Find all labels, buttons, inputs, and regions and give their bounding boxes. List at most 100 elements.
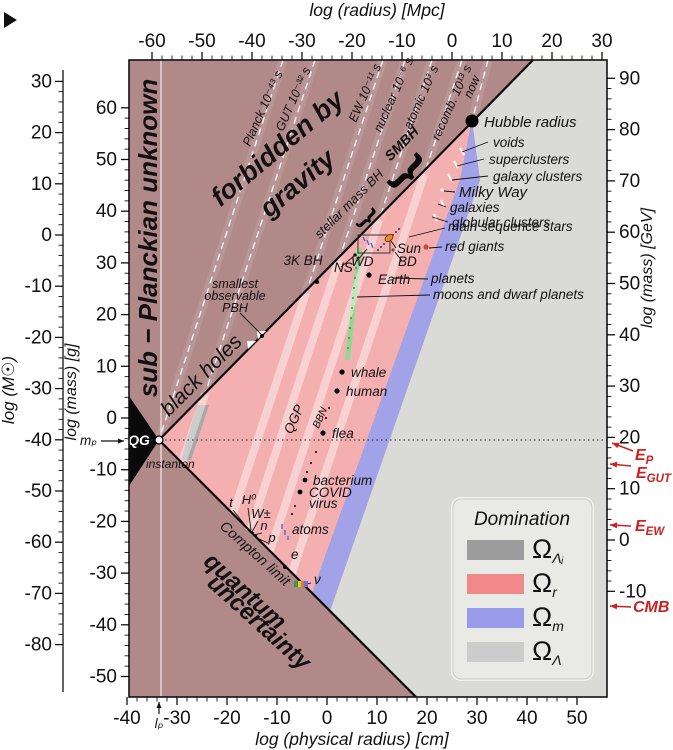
- right-gev-axis-tick-label--10: -10: [619, 581, 646, 602]
- label-3k-bh: 3K BH: [283, 253, 322, 268]
- label-voids: voids: [493, 135, 525, 150]
- planck-length-arrow-head: [156, 702, 162, 708]
- galaxy-speck-0: [459, 147, 465, 156]
- right-gev-axis-tick-label-40: 40: [619, 325, 640, 346]
- data-dot-20: [306, 471, 308, 473]
- data-dot-10: [423, 244, 429, 250]
- top-axis-tick-label-0: 0: [447, 31, 458, 52]
- neutrino-patch-3: [304, 581, 308, 587]
- outer-msun-axis-tick-label-0: 0: [41, 225, 52, 246]
- outer-msun-axis-tick-label--80: -80: [25, 635, 52, 656]
- label-sub-planckian-unknown: sub − Planckian unknown: [133, 79, 163, 398]
- data-dot-14: [251, 531, 255, 535]
- epoch-line-ew-10-s: [305, 59, 384, 294]
- data-dot-13: [248, 529, 252, 533]
- pointer-line-3: [443, 190, 456, 193]
- compton-limit-line: [158, 439, 417, 698]
- epoch-line-recomb-10-s: [423, 59, 463, 176]
- pointer-line-4: [437, 203, 447, 208]
- top-axis-title: log (radius) [Mpc]: [309, 0, 445, 20]
- label-smallest: smallest: [212, 277, 258, 291]
- pointer-line-8: [392, 277, 429, 280]
- label-galaxy-clusters: galaxy clusters: [493, 169, 583, 184]
- band-moons-dwarf-planets: [345, 248, 362, 360]
- legend-title: Domination: [474, 509, 570, 530]
- galaxy-speck-2: [447, 173, 453, 182]
- bottom-axis-tick-label-30: 30: [466, 708, 487, 729]
- pointer-line-11: [390, 240, 397, 249]
- top-axis-tick-label--10: -10: [388, 31, 415, 52]
- region-instanton-bowtie: [129, 396, 159, 486]
- label-milky-way: Milky Way: [459, 184, 529, 201]
- data-dot-19: [310, 462, 312, 464]
- legend-swatch-omega-r: [467, 574, 524, 594]
- arrowhead-cmb: [610, 603, 618, 610]
- right-gev-axis-tick-label-90: 90: [619, 68, 640, 89]
- bottom-axis-title: log (physical radius) [cm]: [255, 729, 450, 749]
- data-dot-17: [325, 417, 327, 419]
- data-dot-15: [254, 534, 258, 538]
- data-dot-12: [353, 253, 357, 257]
- data-dot-6: [320, 430, 326, 436]
- pointer-line-15: [232, 509, 250, 531]
- data-dot-31: [354, 277, 356, 279]
- legend-swatch-omega-el: [467, 540, 524, 560]
- right-gev-axis-tick-label-60: 60: [619, 222, 640, 243]
- region-omega-lambda-i: [181, 405, 209, 460]
- blue-dash-3: [366, 239, 370, 246]
- epoch-line-now: [471, 59, 489, 122]
- label-superclusters: superclusters: [489, 152, 570, 167]
- neutrino-patch-0: [294, 581, 298, 587]
- right-gev-axis-tick-label-0: 0: [619, 530, 630, 551]
- arrowhead-egut: [610, 461, 618, 468]
- pale-stripe-0: [178, 392, 209, 465]
- left-gram-axis-tick-label-30: 30: [96, 253, 117, 274]
- data-dot-34: [351, 307, 353, 309]
- label-covid: COVID: [309, 485, 352, 500]
- compact-objects-box: [357, 234, 391, 254]
- data-dot-7: [302, 477, 308, 483]
- pointer-line-5: [431, 216, 449, 223]
- region-omega-m-matter: [312, 120, 480, 611]
- data-dot-35: [350, 317, 352, 319]
- outer-msun-axis-tick-label--50: -50: [25, 481, 52, 502]
- outer-msun-axis-tick-label--20: -20: [25, 327, 52, 348]
- label-earth: Earth: [378, 272, 410, 287]
- pointer-line-18: [253, 532, 263, 536]
- right-gev-axis-tick-label-20: 20: [619, 427, 640, 448]
- qg-point: [154, 435, 164, 445]
- pale-stripe-2: [246, 258, 343, 533]
- top-axis-tick-label--30: -30: [288, 31, 315, 52]
- left-gram-axis-tick-label--40: -40: [90, 615, 117, 636]
- pointer-line-1: [456, 158, 485, 167]
- label-qg: QG: [128, 432, 150, 448]
- pointer-line-13: [356, 248, 368, 262]
- left-gram-axis-tick-label-40: 40: [96, 201, 117, 222]
- label-instanton: instanton: [146, 457, 195, 471]
- neutrino-patch-2: [301, 581, 304, 587]
- sun-dot: [384, 233, 394, 243]
- bottom-axis-tick-label--20: -20: [213, 708, 240, 729]
- left-gram-axis-tick-label-60: 60: [96, 98, 117, 119]
- label-human: human: [346, 384, 387, 399]
- data-dot-32: [353, 287, 355, 289]
- top-axis-tick-label-10: 10: [491, 31, 512, 52]
- right-gev-axis-tick-label-10: 10: [619, 479, 640, 500]
- label-sun: Sun: [397, 241, 421, 256]
- energy-label-cmb: CMB: [633, 599, 669, 616]
- blue-dash-4: [370, 242, 374, 249]
- pointer-line-6: [408, 227, 446, 238]
- bottom-axis-tick-label--30: -30: [163, 708, 190, 729]
- outer-msun-axis-tick-label-30: 30: [31, 71, 52, 92]
- pointer-line-9: [356, 294, 431, 298]
- left-gram-axis-tick-label-20: 20: [96, 305, 117, 326]
- data-dot-9: [283, 565, 287, 569]
- label-e: e: [291, 547, 299, 562]
- pointer-line-0: [461, 141, 489, 153]
- arrowhead-ep: [612, 442, 620, 449]
- data-dot-39: [440, 188, 444, 192]
- label-el: ν: [314, 572, 321, 587]
- pointer-line-17: [251, 520, 259, 533]
- left-gram-axis-tick-label--30: -30: [90, 563, 117, 584]
- data-dot-27: [395, 231, 397, 233]
